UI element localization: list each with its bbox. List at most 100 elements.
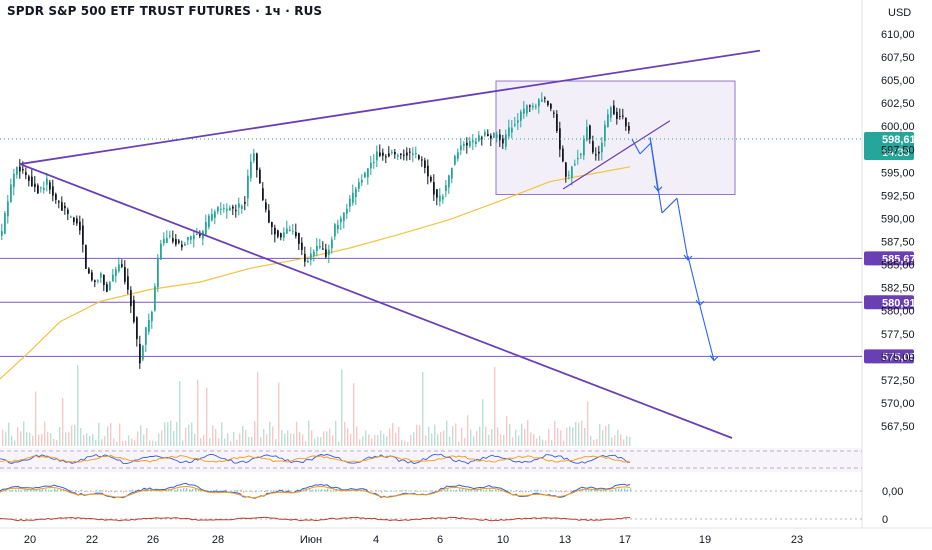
macd-histogram-bar <box>543 490 545 492</box>
consolidation-box-rect <box>495 80 736 195</box>
candle-body <box>190 236 192 240</box>
volume-bar <box>191 422 193 446</box>
candle-body <box>619 116 621 118</box>
macd-histogram-bar <box>132 489 134 492</box>
volume-bar <box>275 439 277 446</box>
volume-bar <box>404 440 406 446</box>
volume-bar <box>521 423 523 446</box>
candle-body <box>4 212 6 234</box>
pane3-line <box>0 516 631 522</box>
candle-body <box>595 154 597 156</box>
time-tick-label: 13 <box>559 534 571 546</box>
volume-bar <box>497 427 499 446</box>
volume-bar <box>125 440 127 446</box>
macd-histogram-bar <box>255 491 257 493</box>
candle-body <box>469 141 471 147</box>
macd-histogram-bar <box>615 488 617 492</box>
candle-body <box>421 159 423 161</box>
macd-histogram-bar <box>408 490 410 492</box>
volume-bar <box>545 440 547 446</box>
macd-histogram-bar <box>189 489 191 492</box>
level-badge <box>864 251 914 266</box>
macd-histogram-bar <box>177 488 179 492</box>
macd-histogram-bar <box>252 491 254 492</box>
macd-histogram-bar <box>240 489 242 492</box>
price-tick-label: 585,00 <box>881 260 915 272</box>
macd-histogram-bar <box>324 489 326 492</box>
candle-body <box>577 158 579 160</box>
candle-body <box>304 253 306 262</box>
candle-body <box>70 216 72 218</box>
macd-histogram-bar <box>570 490 572 492</box>
candle-body <box>34 183 36 188</box>
macd-histogram-bar <box>168 489 170 492</box>
candle-body <box>40 187 42 189</box>
volume-bar <box>566 427 568 446</box>
currency-label[interactable]: USD <box>888 7 912 19</box>
macd-histogram-bar <box>264 491 266 492</box>
candle-body <box>46 178 48 185</box>
projection-segment <box>661 197 678 214</box>
price-tick-label: 570,00 <box>881 398 915 410</box>
candle-body <box>127 276 129 290</box>
volume-bar <box>293 433 295 446</box>
candle-body <box>136 317 138 340</box>
candle-body <box>229 207 231 211</box>
time-tick-label: 23 <box>791 534 803 546</box>
macd-histogram-bar <box>81 489 83 492</box>
trendlines <box>19 49 761 439</box>
volume-bar <box>602 430 604 446</box>
projection-segment <box>687 256 701 306</box>
candle-body <box>385 156 387 158</box>
macd-histogram-bar <box>396 490 398 492</box>
macd-histogram-bar <box>519 491 521 493</box>
candles <box>1 92 630 369</box>
macd-histogram-bar <box>429 490 431 492</box>
price-tick-label: 567,50 <box>881 421 915 433</box>
candle-body <box>526 105 528 114</box>
volume-bar <box>233 431 235 446</box>
macd-histogram-bar <box>513 491 515 492</box>
volume-bar <box>284 433 286 446</box>
volume-bar <box>425 435 427 446</box>
macd-histogram-bar <box>546 491 548 492</box>
macd-histogram-bar <box>564 491 566 493</box>
candle-body <box>610 107 612 118</box>
candle-body <box>361 179 363 183</box>
macd-histogram-bar <box>288 489 290 492</box>
volume-bar <box>269 421 271 446</box>
volume-bar <box>494 366 496 446</box>
volume-bar <box>227 433 229 446</box>
macd-histogram-bar <box>42 489 44 492</box>
price-tick-label: 577,50 <box>881 329 915 341</box>
candle-body <box>52 186 54 196</box>
candle-body <box>154 286 156 311</box>
candle-body <box>475 141 477 144</box>
volume-bar <box>215 428 217 446</box>
macd-histogram-bar <box>108 491 110 493</box>
macd-histogram-bar <box>507 490 509 492</box>
macd-histogram-bar <box>24 489 26 492</box>
macd-histogram-bar <box>234 490 236 492</box>
volume-bar <box>92 434 94 446</box>
candle-body <box>403 154 405 156</box>
level-badge-label: 575,05 <box>882 351 916 363</box>
time-tick-label: 22 <box>86 534 98 546</box>
candle-body <box>499 134 501 141</box>
candle-body <box>442 196 444 200</box>
volume-bar <box>488 434 490 446</box>
volume-bar <box>8 422 10 446</box>
candle-body <box>82 225 84 245</box>
volume-bar <box>11 435 13 446</box>
macd-histogram-bar <box>549 490 551 492</box>
price-tick-label: 597,50 <box>881 144 915 156</box>
candle-body <box>622 115 624 117</box>
volume-bar <box>140 425 142 446</box>
candle-body <box>103 275 105 286</box>
candle-body <box>130 290 132 307</box>
price-tick-label: 582,50 <box>881 283 915 295</box>
candle-body <box>10 184 12 203</box>
candle-body <box>112 274 114 282</box>
macd-histogram-bar <box>597 490 599 492</box>
